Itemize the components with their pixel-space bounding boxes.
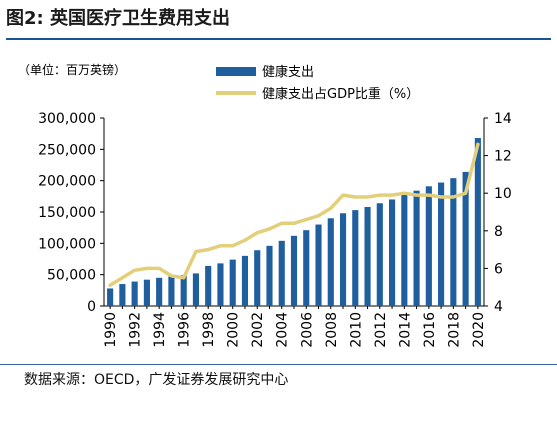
bar — [168, 276, 175, 306]
x-axis-tick-label: 2008 — [324, 312, 340, 348]
bar — [229, 259, 236, 306]
left-axis-tick-label: 150,000 — [38, 205, 96, 221]
bar — [352, 210, 359, 306]
x-axis-tick-label: 1990 — [103, 312, 119, 348]
left-axis-tick-label: 200,000 — [38, 174, 96, 190]
bar — [119, 284, 126, 306]
bar — [474, 138, 481, 306]
bar — [205, 265, 212, 306]
x-axis-tick-label: 2010 — [348, 312, 364, 348]
bar — [217, 263, 224, 306]
x-axis-tick-label: 2000 — [226, 312, 242, 348]
bar — [376, 203, 383, 306]
bar — [266, 245, 273, 306]
figure-title: 图2: 英国医疗卫生费用支出 — [6, 4, 551, 40]
x-axis-tick-label: 2014 — [397, 312, 413, 348]
left-axis-tick-label: 0 — [87, 299, 96, 315]
bar — [315, 224, 322, 306]
legend-bar-swatch — [216, 67, 256, 76]
bar — [180, 275, 187, 306]
bar — [241, 255, 249, 306]
bar — [450, 178, 457, 306]
x-axis-tick-label: 2020 — [471, 312, 487, 348]
bar — [303, 230, 310, 306]
x-axis-tick-label: 1998 — [201, 312, 217, 348]
x-axis-tick-label: 2006 — [299, 312, 315, 348]
line-series — [108, 142, 480, 288]
bar — [278, 240, 285, 306]
legend-bar-label: 健康支出 — [262, 64, 314, 80]
left-axis-tick-label: 50,000 — [47, 268, 96, 284]
legend-line-label: 健康支出占GDP比重（%） — [262, 86, 419, 102]
left-axis-tick-label: 100,000 — [38, 236, 96, 252]
series-line — [108, 142, 480, 288]
right-axis-tick-label: 4 — [494, 299, 503, 315]
unit-label: （单位：百万英镑） — [18, 62, 126, 77]
source-note: 数据来源：OECD，广发证券发展研究中心 — [0, 364, 557, 392]
x-axis-tick-label: 1994 — [152, 312, 168, 348]
right-axis-tick-label: 14 — [494, 111, 512, 127]
bar — [401, 194, 408, 306]
bar — [327, 218, 334, 306]
bar — [413, 190, 420, 306]
bar — [192, 273, 199, 306]
right-axis-tick-label: 6 — [494, 261, 503, 277]
bar — [131, 281, 138, 306]
bar-series — [107, 138, 481, 306]
bar — [254, 250, 261, 306]
left-axis-tick-label: 300,000 — [38, 111, 96, 127]
bar — [107, 288, 114, 306]
x-axis-tick-label: 2002 — [250, 312, 266, 348]
x-axis-tick-label: 1996 — [177, 312, 193, 348]
bar — [364, 206, 371, 306]
right-axis-tick-label: 8 — [494, 224, 503, 240]
bar — [143, 279, 150, 306]
axes: 0 50,000 100,000 150,000 200,000 250,000 300,0… — [38, 111, 512, 348]
bar — [156, 277, 163, 306]
right-axis-tick-label: 10 — [494, 186, 512, 202]
bar — [438, 182, 445, 306]
bar — [425, 186, 432, 306]
chart: （单位：百万英镑） 健康支出 健康支出占GDP比重（%） 0 50,000 100,… — [18, 62, 512, 348]
left-axis-tick-label: 250,000 — [38, 142, 96, 158]
bar — [290, 235, 298, 306]
x-axis-tick-label: 2018 — [446, 312, 462, 348]
bar — [339, 213, 347, 306]
bar — [462, 171, 469, 306]
x-axis-tick-label: 2012 — [373, 312, 389, 348]
x-axis-tick-label: 2004 — [275, 312, 291, 348]
x-axis-tick-label: 2016 — [422, 312, 438, 348]
bar — [389, 199, 396, 306]
right-axis-tick-label: 12 — [494, 149, 512, 165]
legend: 健康支出 健康支出占GDP比重（%） — [216, 64, 419, 102]
x-axis-tick-label: 1992 — [128, 312, 144, 348]
